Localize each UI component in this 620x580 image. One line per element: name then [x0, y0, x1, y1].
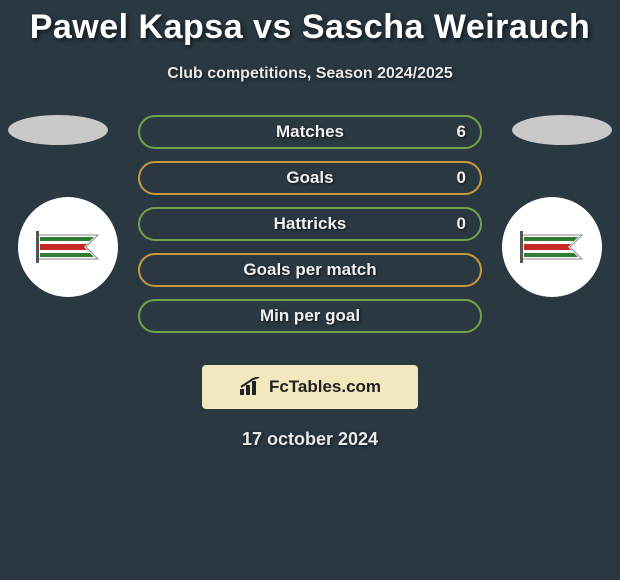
page-subtitle: Club competitions, Season 2024/2025	[0, 65, 620, 83]
stat-value-right: 0	[457, 168, 466, 188]
stat-value-right: 6	[457, 122, 466, 142]
player-right-placeholder	[512, 115, 612, 145]
comparison-card: Pawel Kapsa vs Sascha Weirauch Club comp…	[0, 0, 620, 450]
page-title: Pawel Kapsa vs Sascha Weirauch	[0, 8, 620, 47]
stat-label: Goals	[286, 168, 333, 188]
branding-text: FcTables.com	[269, 377, 381, 397]
player-left-placeholder	[8, 115, 108, 145]
stat-value-right: 0	[457, 214, 466, 234]
bar-chart-icon	[239, 377, 263, 397]
stat-row: Min per goal	[138, 299, 482, 333]
stats-list: Matches 6 Goals 0 Hattricks 0 Goals per match M…	[138, 115, 482, 345]
branding-badge[interactable]: FcTables.com	[202, 365, 418, 409]
pennant-icon	[520, 227, 584, 267]
stat-row: Matches 6	[138, 115, 482, 149]
stat-row: Goals 0	[138, 161, 482, 195]
stat-label: Matches	[276, 122, 344, 142]
pennant-icon	[36, 227, 100, 267]
stat-label: Min per goal	[260, 306, 360, 326]
stat-row: Hattricks 0	[138, 207, 482, 241]
club-logo-right	[502, 197, 602, 297]
stat-row: Goals per match	[138, 253, 482, 287]
stat-label: Hattricks	[274, 214, 347, 234]
comparison-content: Matches 6 Goals 0 Hattricks 0 Goals per match M…	[0, 115, 620, 355]
footer-date: 17 october 2024	[0, 429, 620, 450]
club-logo-left	[18, 197, 118, 297]
stat-label: Goals per match	[243, 260, 376, 280]
